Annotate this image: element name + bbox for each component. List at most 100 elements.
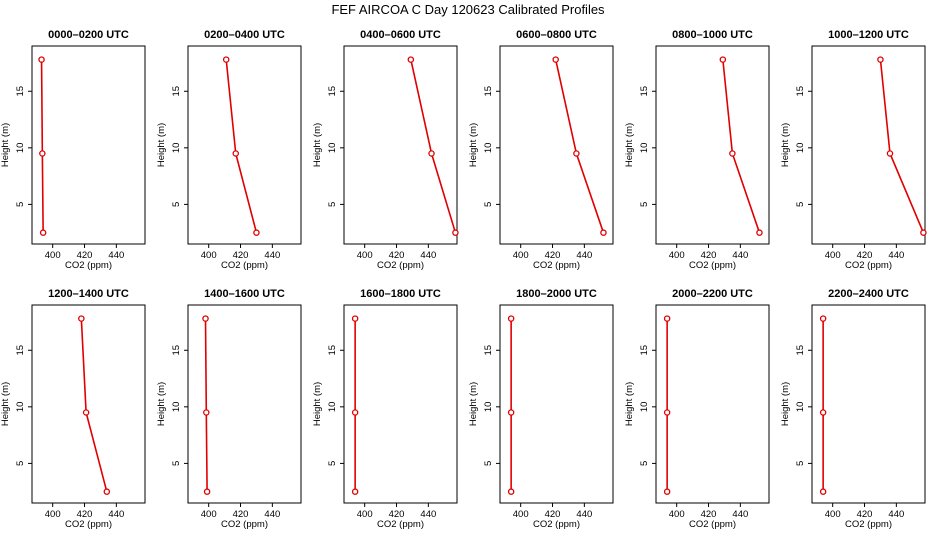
x-axis-label: CO2 (ppm) (377, 260, 424, 271)
y-tick-label: 5 (483, 461, 494, 466)
x-tick-label: 440 (420, 509, 436, 520)
y-tick-label: 10 (639, 402, 650, 413)
data-point (819, 315, 827, 322)
plot-frame (187, 304, 302, 504)
y-tick-label: 15 (15, 86, 26, 97)
y-axis-label: Height (m) (624, 382, 635, 426)
x-tick-label: 420 (389, 250, 405, 261)
data-point (877, 56, 884, 63)
data-point (920, 229, 927, 236)
y-tick-label: 5 (15, 461, 26, 466)
plot-frame (499, 304, 614, 504)
data-point (663, 409, 671, 416)
y-tick-label: 10 (171, 402, 182, 413)
x-tick-label: 420 (857, 250, 873, 261)
panel-title: 1000–1200 UTC (828, 29, 909, 41)
data-point (351, 488, 359, 495)
x-tick-label: 420 (545, 509, 561, 520)
y-tick-label: 5 (171, 202, 182, 207)
x-tick-label: 420 (857, 509, 873, 520)
data-point (819, 488, 827, 495)
panel-title: 0600–0800 UTC (516, 29, 597, 41)
x-tick-label: 420 (233, 250, 249, 261)
figure-title: FEF AIRCOA C Day 120623 Calibrated Profi… (331, 2, 605, 17)
plot-frame (499, 45, 614, 245)
y-axis-label: Height (m) (468, 123, 479, 167)
x-tick-label: 400 (669, 250, 685, 261)
y-tick-label: 5 (639, 202, 650, 207)
data-point (351, 315, 359, 322)
y-tick-label: 10 (171, 143, 182, 154)
x-tick-label: 400 (669, 509, 685, 520)
data-point (756, 229, 763, 236)
x-tick-label: 420 (77, 250, 93, 261)
data-point (351, 409, 359, 416)
y-tick-label: 15 (327, 345, 338, 356)
panel-title: 0800–1000 UTC (672, 29, 753, 41)
x-tick-label: 400 (513, 250, 529, 261)
data-point (39, 229, 47, 236)
data-point (507, 488, 515, 495)
data-point (600, 229, 607, 236)
x-tick-label: 440 (732, 509, 748, 520)
data-point (253, 229, 260, 236)
x-tick-label: 420 (545, 250, 561, 261)
y-tick-label: 10 (483, 143, 494, 154)
x-tick-label: 440 (420, 250, 436, 261)
panel-title: 1800–2000 UTC (516, 288, 597, 300)
plot-frame (811, 304, 926, 504)
y-axis-label: Height (m) (624, 123, 635, 167)
y-axis-label: Height (m) (780, 123, 791, 167)
y-tick-label: 10 (795, 143, 806, 154)
x-axis-label: CO2 (ppm) (533, 519, 580, 530)
profile-panel: 1000–1200 UTC 400 420 440 5 10 15 CO2 (ppm) Heig… (780, 29, 927, 271)
plot-frame (343, 45, 458, 245)
panel-title: 0200–0400 UTC (204, 29, 285, 41)
y-tick-label: 5 (795, 461, 806, 466)
data-point (729, 150, 736, 157)
y-tick-label: 15 (639, 86, 650, 97)
data-point (663, 488, 671, 495)
data-point (203, 409, 210, 416)
profile-panel: 0000–0200 UTC 400 420 440 5 10 15 CO2 (ppm) Heig… (0, 29, 146, 271)
data-point (78, 315, 85, 322)
panel-title: 0000–0200 UTC (48, 29, 129, 41)
panel-grid: 0000–0200 UTC 400 420 440 5 10 15 CO2 (ppm) Heig… (0, 29, 927, 530)
y-axis-label: Height (m) (0, 382, 11, 426)
x-axis-label: CO2 (ppm) (65, 260, 112, 271)
x-tick-label: 420 (701, 250, 717, 261)
x-tick-label: 440 (264, 509, 280, 520)
x-tick-label: 440 (108, 250, 124, 261)
x-tick-label: 420 (233, 509, 249, 520)
x-tick-label: 420 (389, 509, 405, 520)
y-axis-label: Height (m) (312, 382, 323, 426)
data-point (552, 56, 559, 63)
x-tick-label: 440 (888, 250, 904, 261)
panel-title: 1600–1800 UTC (360, 288, 441, 300)
plot-frame (31, 304, 146, 504)
profile-panel: 1800–2000 UTC 400 420 440 5 10 15 CO2 (ppm) Heig… (468, 288, 614, 530)
x-axis-label: CO2 (ppm) (845, 519, 892, 530)
profile-panel: 2200–2400 UTC 400 420 440 5 10 15 CO2 (ppm) Heig… (780, 288, 926, 530)
panel-title: 1400–1600 UTC (204, 288, 285, 300)
y-tick-label: 10 (15, 402, 26, 413)
data-point (232, 150, 239, 157)
y-tick-label: 10 (327, 143, 338, 154)
y-tick-label: 15 (327, 86, 338, 97)
y-tick-label: 15 (15, 345, 26, 356)
data-point (103, 488, 111, 495)
x-tick-label: 400 (825, 250, 841, 261)
y-tick-label: 10 (795, 402, 806, 413)
data-point (663, 315, 671, 322)
y-axis-label: Height (m) (780, 382, 791, 426)
x-axis-label: CO2 (ppm) (689, 260, 736, 271)
x-tick-label: 400 (357, 250, 373, 261)
x-axis-label: CO2 (ppm) (689, 519, 736, 530)
x-tick-label: 420 (701, 509, 717, 520)
y-tick-label: 10 (639, 143, 650, 154)
profile-panel: 0600–0800 UTC 400 420 440 5 10 15 CO2 (ppm) Heig… (468, 29, 614, 271)
x-tick-label: 400 (201, 250, 217, 261)
plot-frame (343, 304, 458, 504)
